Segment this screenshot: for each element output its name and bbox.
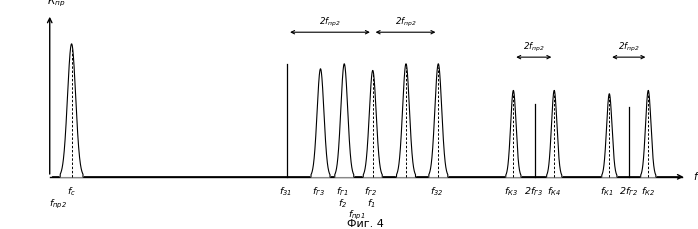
- Text: f$_{\mathregular{К4}}$: f$_{\mathregular{К4}}$: [547, 186, 561, 199]
- Polygon shape: [363, 71, 383, 177]
- Text: 2f$_{\mathregular{Г3}}$: 2f$_{\mathregular{Г3}}$: [524, 186, 543, 199]
- Text: 2f$_{\mathregular{пр2}}$: 2f$_{\mathregular{пр2}}$: [394, 16, 417, 29]
- Text: f$_{\mathregular{Г1}}$: f$_{\mathregular{Г1}}$: [336, 186, 348, 199]
- Polygon shape: [396, 64, 415, 177]
- Polygon shape: [602, 94, 617, 177]
- Text: К$_{\mathregular{пр}}$: К$_{\mathregular{пр}}$: [47, 0, 66, 9]
- Polygon shape: [641, 90, 656, 177]
- Text: f$_{\mathregular{К3}}$: f$_{\mathregular{К3}}$: [503, 186, 517, 199]
- Text: Фиг. 4: Фиг. 4: [347, 219, 384, 229]
- Text: f$_{\mathregular{31}}$: f$_{\mathregular{31}}$: [279, 186, 292, 199]
- Text: f$_{\mathregular{2}}$: f$_{\mathregular{2}}$: [338, 198, 347, 210]
- Text: 2f$_{\mathregular{пр2}}$: 2f$_{\mathregular{пр2}}$: [618, 41, 639, 54]
- Text: f$_{\mathregular{К1}}$: f$_{\mathregular{К1}}$: [600, 186, 613, 199]
- Polygon shape: [335, 64, 354, 177]
- Text: 2f$_{\mathregular{пр2}}$: 2f$_{\mathregular{пр2}}$: [523, 41, 544, 54]
- Text: f$_{\mathregular{c}}$: f$_{\mathregular{c}}$: [67, 186, 76, 199]
- Text: f$_{\mathregular{пр1}}$: f$_{\mathregular{пр1}}$: [348, 209, 365, 222]
- Text: f$_{\mathregular{пр2}}$: f$_{\mathregular{пр2}}$: [50, 198, 67, 211]
- Text: f$_{\mathregular{Г3}}$: f$_{\mathregular{Г3}}$: [312, 186, 325, 199]
- Polygon shape: [311, 69, 330, 177]
- Polygon shape: [60, 44, 83, 177]
- Text: f: f: [693, 172, 697, 182]
- Text: f$_{\mathregular{32}}$: f$_{\mathregular{32}}$: [430, 186, 443, 199]
- Polygon shape: [506, 90, 521, 177]
- Text: f$_{\mathregular{Г2}}$: f$_{\mathregular{Г2}}$: [364, 186, 378, 199]
- Text: f$_{\mathregular{1}}$: f$_{\mathregular{1}}$: [366, 198, 376, 210]
- Text: 2f$_{\mathregular{Г2}}$: 2f$_{\mathregular{Г2}}$: [619, 186, 638, 199]
- Text: f$_{\mathregular{К2}}$: f$_{\mathregular{К2}}$: [641, 186, 655, 199]
- Text: 2f$_{\mathregular{пр2}}$: 2f$_{\mathregular{пр2}}$: [319, 16, 341, 29]
- Polygon shape: [547, 90, 562, 177]
- Polygon shape: [429, 64, 448, 177]
